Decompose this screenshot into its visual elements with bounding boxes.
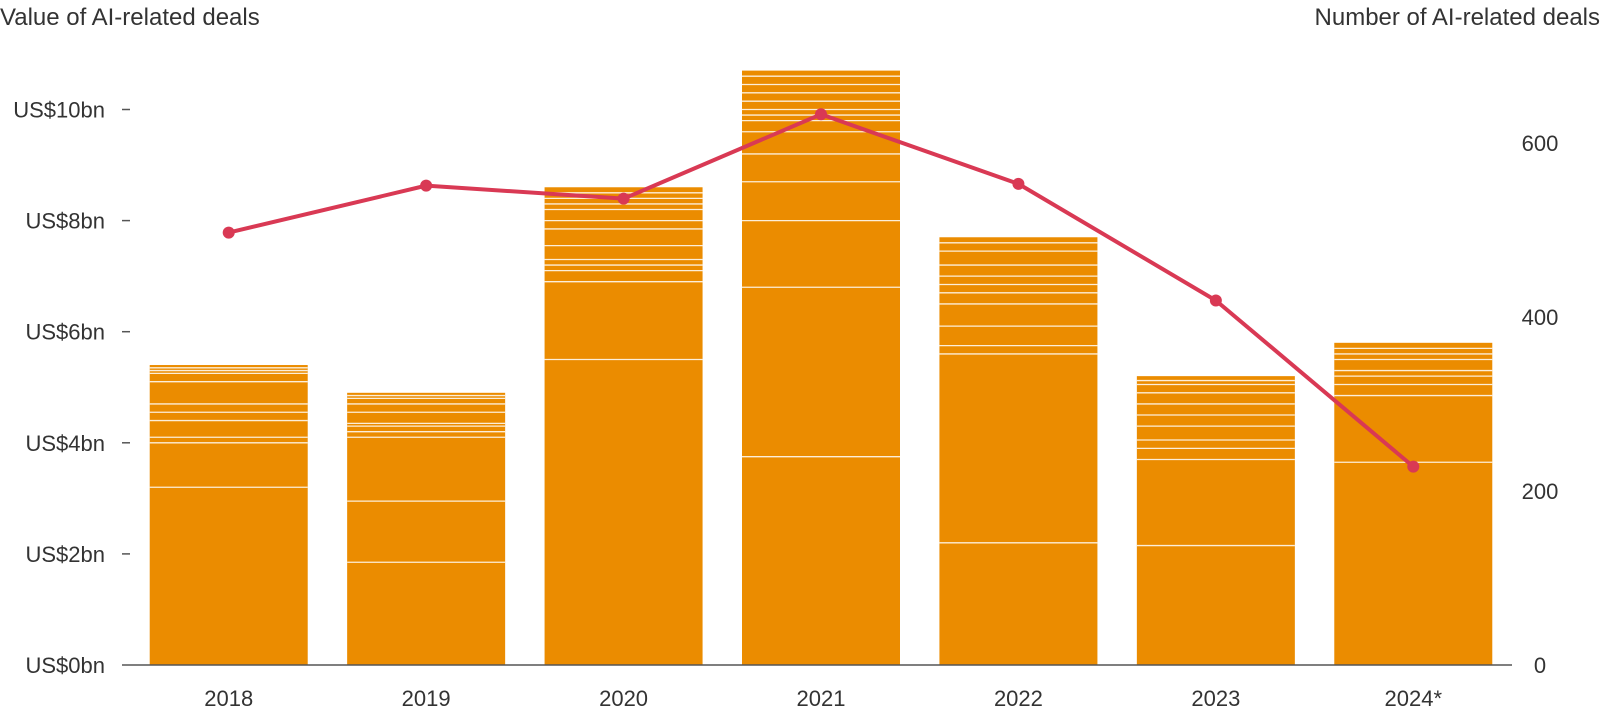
left-tick-label: US$8bn <box>25 209 105 234</box>
bar-rect <box>939 237 1098 665</box>
bar-2024* <box>1334 342 1493 665</box>
deal-count-point-2018 <box>222 226 235 239</box>
left-tick-label: US$0bn <box>25 653 105 678</box>
deal-count-point-2022 <box>1012 177 1025 190</box>
bar-rect <box>544 187 703 665</box>
left-tick-label: US$10bn <box>13 98 105 123</box>
bar-2018 <box>149 365 308 665</box>
right-tick-label: 200 <box>1522 479 1559 504</box>
x-tick-label: 2020 <box>599 686 648 711</box>
bar-rect <box>347 392 506 665</box>
x-tick-label: 2023 <box>1191 686 1240 711</box>
bar-2019 <box>347 392 506 665</box>
x-tick-label: 2021 <box>797 686 846 711</box>
bar-2021 <box>742 70 900 666</box>
deal-count-line-series <box>222 108 1420 473</box>
deal-count-point-2019 <box>420 179 433 192</box>
x-tick-label: 2022 <box>994 686 1043 711</box>
x-tick-label: 2019 <box>402 686 451 711</box>
deal-count-point-2023 <box>1209 294 1222 307</box>
bar-2022 <box>939 237 1098 665</box>
x-axis: 2018 2019 2020 2021 2022 2023 2024* <box>204 686 1442 711</box>
bar-2023 <box>1136 376 1295 665</box>
bar-rect <box>1136 376 1295 665</box>
deal-count-point-2024* <box>1407 460 1420 473</box>
left-tick-label: US$6bn <box>25 320 105 345</box>
right-axis-title: Number of AI-related deals <box>1315 4 1600 31</box>
bar-rect <box>149 365 308 665</box>
left-tick-label: US$4bn <box>25 431 105 456</box>
deal-count-point-2021 <box>815 108 827 121</box>
bar-series <box>149 70 1493 666</box>
bar-2020 <box>544 187 703 665</box>
x-tick-label: 2024* <box>1385 686 1443 711</box>
right-tick-label: 600 <box>1522 131 1559 156</box>
right-axis: 0 200 400 600 <box>1522 131 1559 678</box>
bar-rect <box>742 70 900 666</box>
left-axis-title: Value of AI-related deals <box>0 4 260 31</box>
right-tick-label: 400 <box>1522 305 1559 330</box>
bar-rect <box>1334 342 1493 665</box>
right-tick-label: 0 <box>1534 653 1546 678</box>
x-tick-label: 2018 <box>204 686 253 711</box>
deal-count-point-2020 <box>617 192 630 205</box>
left-tick-label: US$2bn <box>25 542 105 567</box>
left-axis: US$0bn US$2bn US$4bn US$6bn US$8bn US$10bn <box>13 98 130 678</box>
